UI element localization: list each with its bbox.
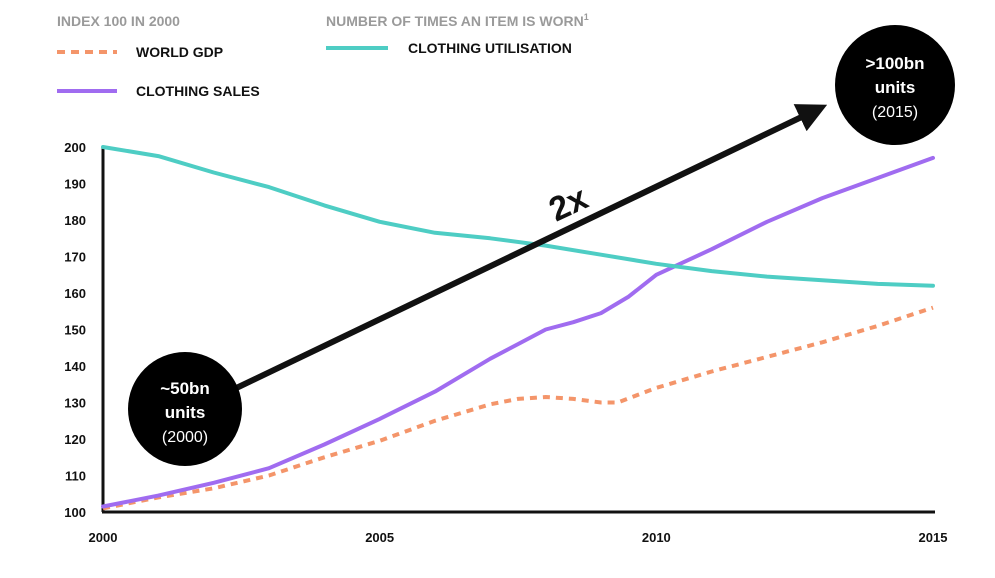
- x-tick-labels: 2000 2005 2010 2015: [89, 530, 948, 545]
- y-tick-label: 180: [64, 213, 86, 228]
- series-line-clothing-sales: [101, 155, 935, 509]
- legend-right-heading-sup: 1: [584, 12, 589, 22]
- y-tick-label: 100: [64, 505, 86, 520]
- y-tick-label: 120: [64, 432, 86, 447]
- series-line-clothing-utilisation: [101, 145, 935, 288]
- legend-label-world-gdp: WORLD GDP: [136, 44, 223, 60]
- legend: INDEX 100 IN 2000 NUMBER OF TIMES AN ITE…: [57, 12, 589, 99]
- legend-label-clothing-sales: CLOTHING SALES: [136, 83, 260, 99]
- end-bubble: >100bn units (2015): [835, 25, 955, 145]
- y-tick-label: 200: [64, 140, 86, 155]
- y-tick-label: 150: [64, 323, 86, 338]
- start-bubble-line1: ~50bn: [160, 379, 210, 398]
- x-tick-label: 2010: [642, 530, 671, 545]
- start-bubble: ~50bn units (2000): [128, 352, 242, 466]
- legend-right-heading-text: NUMBER OF TIMES AN ITEM IS WORN: [326, 13, 584, 29]
- series-line-world-gdp: [102, 305, 934, 511]
- annotations: 2x ~50bn units (2000) >100bn units (2015…: [128, 25, 955, 466]
- start-bubble-circle: [128, 352, 242, 466]
- end-bubble-line2: units: [875, 78, 916, 97]
- x-tick-label: 2005: [365, 530, 394, 545]
- x-tick-label: 2000: [89, 530, 118, 545]
- y-tick-label: 170: [64, 250, 86, 265]
- y-tick-label: 140: [64, 359, 86, 374]
- x-tick-label: 2015: [919, 530, 948, 545]
- series-layer: [101, 145, 935, 511]
- y-tick-labels: 100 110 120 130 140 150 160 170 180 190 200: [64, 140, 86, 520]
- end-bubble-line1: >100bn: [865, 54, 924, 73]
- legend-label-clothing-utilisation: CLOTHING UTILISATION: [408, 40, 572, 56]
- end-bubble-circle: [835, 25, 955, 145]
- end-bubble-line3: (2015): [872, 104, 918, 121]
- start-bubble-line3: (2000): [162, 429, 208, 446]
- y-tick-label: 130: [64, 396, 86, 411]
- growth-arrow: [226, 104, 828, 395]
- start-bubble-line2: units: [165, 403, 206, 422]
- legend-right-heading: NUMBER OF TIMES AN ITEM IS WORN1: [326, 12, 589, 29]
- y-tick-label: 160: [64, 286, 86, 301]
- legend-left-heading: INDEX 100 IN 2000: [57, 13, 180, 29]
- y-tick-label: 190: [64, 177, 86, 192]
- y-tick-label: 110: [65, 469, 86, 484]
